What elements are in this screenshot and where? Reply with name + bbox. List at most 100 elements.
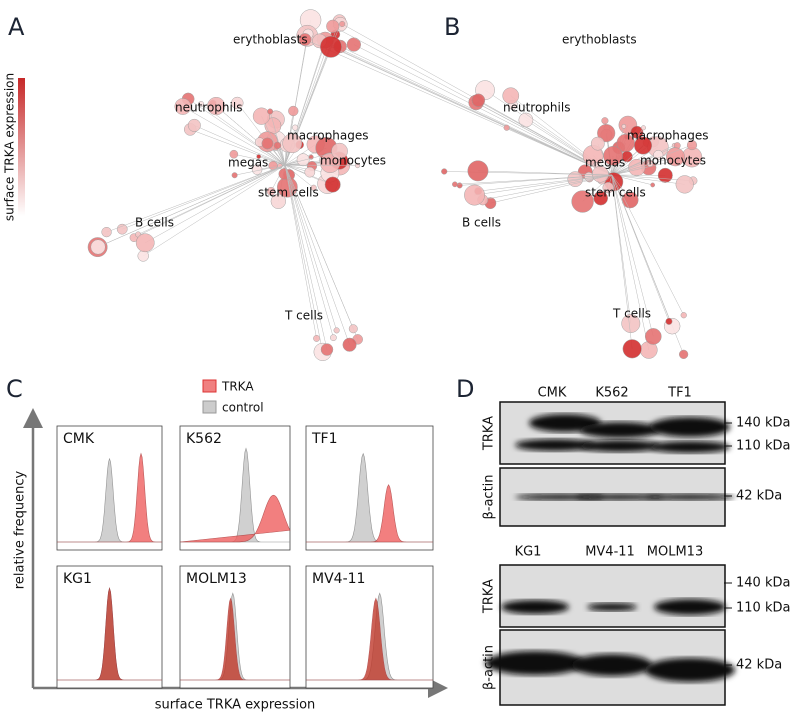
edge: [611, 174, 650, 351]
node: [282, 133, 303, 154]
node: [666, 147, 685, 167]
sample-label: TF1: [311, 431, 338, 447]
edge: [284, 164, 350, 345]
marker-label: 140 kDa: [736, 416, 790, 431]
node: [621, 124, 627, 129]
node: [304, 166, 316, 178]
node: [90, 239, 106, 255]
sample-label: MOLM13: [186, 571, 247, 587]
node: [313, 334, 321, 342]
edge: [190, 129, 286, 166]
marker-label: 110 kDa: [736, 601, 790, 616]
marker-label: 140 kDa: [736, 576, 790, 591]
row-label: TRKA: [482, 416, 497, 451]
band: [645, 494, 735, 500]
edge: [340, 46, 613, 176]
edge: [145, 164, 286, 243]
cluster-label: T cells: [284, 309, 323, 323]
band: [515, 439, 595, 451]
cluster-label: megas: [228, 156, 268, 170]
node: [137, 250, 149, 262]
band: [575, 494, 665, 500]
cluster-label: B cells: [135, 216, 174, 230]
node: [657, 167, 673, 183]
cluster-label: megas: [585, 156, 625, 170]
edge: [182, 106, 286, 166]
node: [331, 142, 348, 160]
edge: [284, 164, 354, 329]
node: [622, 339, 642, 359]
node: [675, 175, 694, 194]
edge: [216, 105, 286, 166]
edge: [454, 174, 613, 185]
node: [256, 154, 262, 159]
panel-label: C: [6, 375, 23, 403]
edge: [611, 156, 676, 176]
cluster-label: neutrophils: [503, 101, 570, 115]
blot-frame: [499, 564, 726, 628]
edge: [611, 174, 633, 349]
edge: [353, 44, 613, 176]
node: [653, 149, 664, 161]
edge: [284, 164, 358, 166]
band: [654, 599, 726, 615]
cluster-label: monocytes: [640, 154, 706, 168]
row-label: β-actin: [482, 474, 497, 519]
row-label: β-actin: [482, 645, 497, 690]
node: [101, 226, 112, 238]
legend-swatch: [202, 379, 217, 393]
node: [640, 125, 647, 131]
edge: [261, 116, 286, 166]
edge: [188, 98, 286, 166]
node: [231, 96, 244, 110]
node: [266, 186, 276, 196]
node: [518, 112, 534, 128]
node: [650, 182, 656, 188]
node: [324, 176, 341, 193]
node: [231, 172, 238, 179]
x-axis-label: surface TRKA expression: [155, 698, 316, 713]
band: [580, 422, 660, 438]
sample-label: KG1: [63, 571, 92, 587]
edge: [122, 164, 286, 230]
edge: [490, 174, 613, 204]
band: [485, 651, 585, 675]
lane-label: K562: [595, 386, 628, 401]
edge: [284, 164, 328, 350]
lane-label: KG1: [515, 545, 542, 560]
band: [650, 441, 730, 453]
y-axis-label: relative frequency: [13, 471, 28, 590]
node: [630, 125, 644, 139]
node: [261, 137, 274, 150]
trka-histogram: [306, 484, 433, 543]
panel-label: D: [456, 375, 474, 403]
node: [601, 117, 609, 125]
legend-label: control: [222, 401, 264, 415]
edge: [611, 154, 659, 176]
node: [288, 105, 299, 117]
node: [320, 35, 342, 58]
edge: [284, 150, 340, 166]
edge: [284, 164, 337, 331]
cluster-label: neutrophils: [175, 101, 242, 115]
node: [339, 20, 346, 28]
edge: [611, 174, 654, 337]
node: [603, 146, 623, 166]
cluster-label: B cells: [462, 216, 501, 230]
band: [645, 658, 735, 682]
node: [597, 124, 616, 143]
node: [590, 136, 605, 151]
node: [634, 136, 652, 155]
node: [467, 160, 489, 182]
node: [593, 190, 608, 206]
lane-label: TF1: [667, 386, 692, 401]
lane-label: CMK: [538, 386, 567, 401]
node: [503, 124, 510, 131]
node: [273, 141, 282, 150]
network-a: [87, 9, 363, 361]
trka-histogram: [57, 587, 162, 681]
node: [456, 182, 463, 189]
legend-swatch: [202, 400, 217, 414]
cluster-label: stem cells: [258, 186, 319, 200]
